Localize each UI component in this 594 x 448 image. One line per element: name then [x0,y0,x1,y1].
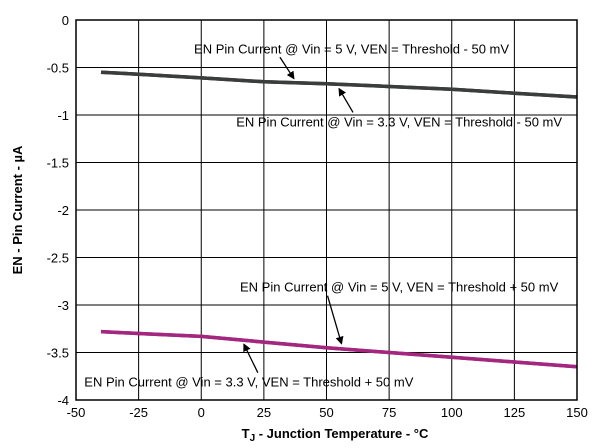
x-tick-label: 150 [566,405,588,420]
plot-frame [75,19,578,401]
x-tick-label: 125 [504,405,526,420]
x-tick-label: 25 [257,405,271,420]
y-tick-label: -2.5 [47,251,69,266]
x-axis-label: TJ - Junction Temperature - °C [242,426,429,444]
series-line-2 [100,70,578,99]
y-axis-label: EN - Pin Current - µA [10,145,25,274]
x-tick-labels: -50 -25 0 25 50 75 100 125 150 [67,405,588,420]
annotation-text-4: EN Pin Current @ Vin = 3.3 V, VEN = Thre… [84,375,413,390]
x-tick-label: 75 [382,405,396,420]
annotation-text-1: EN Pin Current @ Vin = 5 V, VEN = Thresh… [194,41,509,56]
y-tick-label: -0.5 [47,61,69,76]
y-tick-label: -1.5 [47,156,69,171]
annotation-arrow-1 [279,56,295,80]
y-tick-label: -3 [57,298,69,313]
annotation-text-2: EN Pin Current @ Vin = 3.3 V, VEN = Thre… [236,114,562,129]
x-tick-label: -25 [129,405,148,420]
annotation-arrow-4 [243,343,259,373]
series-line-4 [100,329,578,369]
y-tick-label: -2 [57,203,69,218]
x-tick-label: 100 [441,405,463,420]
y-tick-label: -3.5 [47,346,69,361]
annotation-arrow-2 [338,87,354,113]
annotations: EN Pin Current @ Vin = 5 V, VEN = Thresh… [84,41,562,389]
y-tick-label: -1 [57,108,69,123]
y-tick-label: -4 [57,393,69,408]
series-lines [100,70,578,369]
annotation-arrow-3 [326,295,344,345]
x-tick-label: 50 [319,405,333,420]
y-tick-label: 0 [62,13,69,28]
x-tick-label: 0 [198,405,205,420]
y-tick-labels: 0 -0.5 -1 -1.5 -2 -2.5 -3 -3.5 -4 [47,13,69,408]
x-tick-label: -50 [67,405,86,420]
annotation-text-3: EN Pin Current @ Vin = 5 V, VEN = Thresh… [240,280,559,295]
plot-border [75,19,578,401]
